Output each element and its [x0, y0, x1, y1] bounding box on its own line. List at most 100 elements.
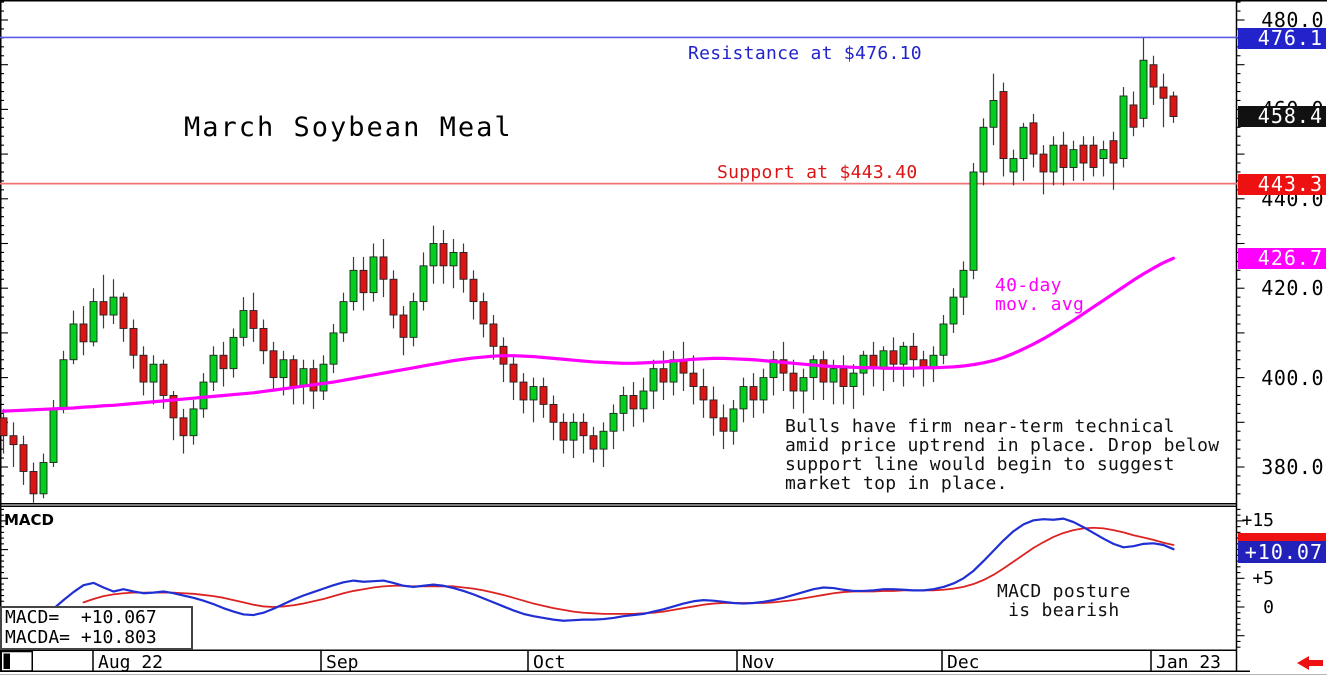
candle: [729, 399, 738, 445]
candle-body: [629, 395, 638, 410]
candle-body: [829, 368, 838, 383]
candle: [109, 279, 118, 324]
candle: [959, 261, 968, 316]
candle-body: [859, 354, 868, 374]
candle-body: [329, 332, 338, 365]
macd-axis-label: +15: [1241, 510, 1274, 532]
candle: [439, 230, 448, 284]
candle-body: [0, 417, 8, 437]
candle-body: [119, 296, 128, 329]
month-label: Sep: [326, 652, 359, 673]
candle-body: [749, 386, 758, 401]
candle-body: [269, 350, 278, 379]
candle-body: [79, 323, 88, 343]
candle: [799, 368, 808, 414]
candle: [939, 315, 948, 365]
month-label: Aug 22: [98, 652, 164, 673]
candle: [189, 399, 198, 445]
scroll-left-arrow-icon[interactable]: [1294, 653, 1326, 673]
price-axis-label: 480.0: [1261, 8, 1324, 32]
candle-body: [979, 126, 988, 173]
last-price-badge: 458.4: [1238, 106, 1326, 127]
candle-body: [1039, 153, 1048, 173]
candle-body: [589, 435, 598, 450]
candle: [349, 256, 358, 311]
candle-body: [519, 381, 528, 401]
candle: [329, 323, 338, 374]
candle-body: [339, 301, 348, 334]
candle: [79, 306, 88, 356]
candle: [949, 288, 958, 333]
candle-body: [259, 327, 268, 352]
candle: [389, 270, 398, 329]
macd-signal-line: [82, 526, 1175, 615]
candle-body: [319, 363, 328, 392]
moving-average-label: 40-day mov. avg: [995, 275, 1085, 315]
candle: [459, 243, 468, 293]
candle: [859, 350, 868, 396]
candle: [779, 341, 788, 392]
candle: [529, 377, 538, 423]
candle-body: [39, 462, 48, 495]
macd-panel-label: MACD: [4, 511, 54, 529]
candle-body: [569, 421, 578, 441]
candle-body: [999, 91, 1008, 160]
candle: [319, 355, 328, 400]
candle: [839, 355, 848, 405]
candle: [399, 306, 408, 356]
candle-body: [719, 417, 728, 432]
candles-group: [0, 37, 1178, 503]
candle: [429, 225, 438, 284]
candle-body: [349, 269, 358, 303]
candle-body: [179, 417, 188, 437]
resistance-price-badge: 476.1: [1238, 27, 1326, 49]
candle: [289, 355, 298, 405]
candle: [489, 315, 498, 360]
candle-body: [889, 350, 898, 365]
candle-body: [169, 395, 178, 419]
candle-body: [1129, 104, 1138, 128]
candle: [419, 252, 428, 311]
candle: [1009, 149, 1018, 186]
candle-body: [739, 386, 748, 410]
candle: [339, 292, 348, 342]
chart-title: March Soybean Meal: [184, 112, 513, 143]
candle-body: [369, 256, 378, 294]
candle-body: [1029, 122, 1038, 155]
candle: [29, 462, 38, 503]
candle: [589, 426, 598, 463]
candle-body: [969, 171, 978, 271]
candle: [149, 355, 158, 405]
candle: [1039, 145, 1048, 195]
candle-body: [399, 314, 408, 338]
candle-body: [539, 386, 548, 405]
candle: [509, 355, 518, 400]
candle: [819, 350, 828, 400]
candle-body: [139, 354, 148, 383]
candle: [709, 386, 718, 436]
candle-body: [1149, 64, 1158, 88]
candle: [539, 377, 548, 418]
price-axis-label: 420.0: [1261, 276, 1324, 301]
candle: [499, 337, 508, 383]
candle: [249, 292, 258, 342]
candle-body: [659, 368, 668, 383]
candle: [1169, 91, 1178, 123]
candle-body: [759, 377, 768, 401]
candle-body: [509, 363, 518, 383]
candle-body: [1009, 158, 1018, 173]
candle-body: [489, 323, 498, 347]
candle-body: [29, 471, 38, 495]
candle-body: [709, 399, 718, 419]
candle-body: [819, 359, 828, 383]
candle: [209, 346, 218, 392]
candle: [899, 341, 908, 387]
candle: [599, 422, 608, 467]
candle-body: [439, 243, 448, 267]
candle: [989, 73, 998, 146]
candle: [119, 292, 128, 342]
candle: [769, 350, 778, 396]
candle: [789, 359, 798, 409]
candle-body: [1119, 95, 1128, 160]
month-label: Nov: [742, 652, 775, 673]
